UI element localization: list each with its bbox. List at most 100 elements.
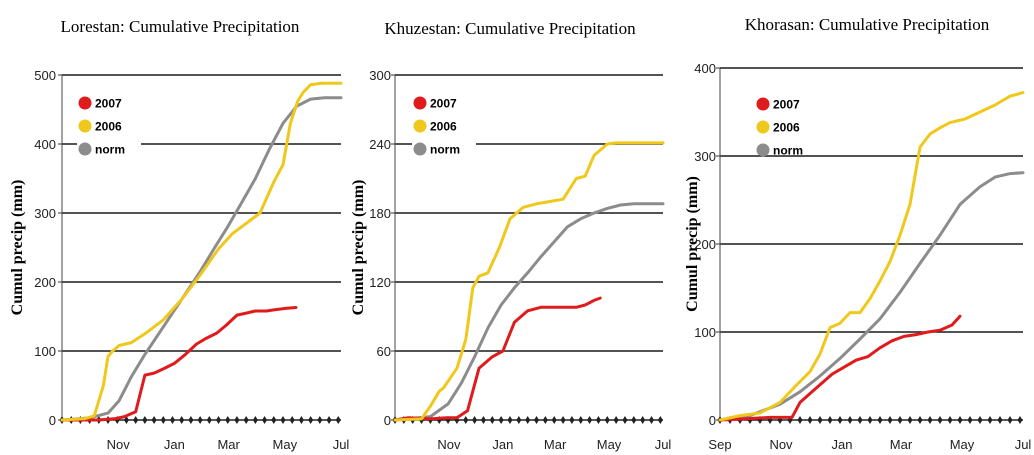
y-tick-label: 400 bbox=[694, 61, 716, 76]
baseline-marker bbox=[867, 416, 873, 424]
x-tick-label: Mar bbox=[890, 437, 913, 452]
baseline-marker bbox=[551, 416, 557, 424]
baseline-marker bbox=[927, 416, 933, 424]
baseline-marker bbox=[317, 416, 323, 424]
baseline-marker bbox=[578, 416, 584, 424]
x-tick-label: Jan bbox=[492, 437, 513, 452]
series-line-2006 bbox=[393, 141, 665, 422]
x-tick-label: Nov bbox=[107, 437, 131, 452]
baseline-marker bbox=[188, 416, 194, 424]
baseline-marker bbox=[937, 416, 943, 424]
y-tick-label: 200 bbox=[694, 237, 716, 252]
y-tick-label: 60 bbox=[377, 344, 391, 359]
baseline-marker bbox=[649, 416, 655, 424]
baseline-marker bbox=[847, 416, 853, 424]
legend-label: norm bbox=[95, 143, 125, 157]
legend-label: 2006 bbox=[773, 121, 800, 135]
baseline-marker bbox=[142, 416, 148, 424]
legend-label: 2006 bbox=[95, 120, 122, 134]
y-tick-label: 0 bbox=[384, 413, 391, 428]
x-tick-label: Jul bbox=[1015, 437, 1032, 452]
baseline-marker bbox=[326, 416, 332, 424]
baseline-marker bbox=[262, 416, 268, 424]
y-tick-label: 300 bbox=[694, 149, 716, 164]
baseline-marker bbox=[817, 416, 823, 424]
baseline-marker bbox=[463, 416, 469, 424]
baseline-marker bbox=[197, 416, 203, 424]
series-line-2007 bbox=[718, 314, 962, 422]
baseline-marker bbox=[472, 416, 478, 424]
baseline-marker bbox=[480, 416, 486, 424]
baseline-marker bbox=[252, 416, 258, 424]
series-line-norm bbox=[393, 202, 665, 422]
baseline-marker bbox=[216, 416, 222, 424]
baseline-marker bbox=[657, 416, 663, 424]
y-tick-label: 120 bbox=[369, 275, 391, 290]
baseline-marker bbox=[271, 416, 277, 424]
baseline-marker bbox=[179, 416, 185, 424]
baseline-marker bbox=[897, 416, 903, 424]
series-line-2007 bbox=[60, 306, 298, 422]
baseline-marker bbox=[280, 416, 286, 424]
legend-marker-2006 bbox=[413, 119, 427, 133]
baseline-marker bbox=[622, 416, 628, 424]
y-tick-label: 500 bbox=[34, 68, 56, 83]
x-tick-label: Jan bbox=[832, 437, 853, 452]
series-line-norm bbox=[718, 171, 1025, 422]
baseline-marker bbox=[947, 416, 953, 424]
baseline-marker bbox=[151, 416, 157, 424]
baseline-marker bbox=[595, 416, 601, 424]
y-axis-label: Cumul precip (mm) bbox=[9, 180, 26, 316]
legend-label: norm bbox=[430, 143, 460, 157]
legend-marker-2007 bbox=[756, 97, 770, 111]
baseline-marker bbox=[827, 416, 833, 424]
chart-title: Khorasan: Cumulative Precipitation bbox=[745, 15, 990, 34]
baseline-marker bbox=[516, 416, 522, 424]
x-tick-label: Nov bbox=[437, 437, 461, 452]
x-tick-label: Mar bbox=[544, 437, 567, 452]
baseline-marker bbox=[133, 416, 139, 424]
legend-marker-norm bbox=[78, 142, 92, 156]
baseline-marker bbox=[160, 416, 166, 424]
lorestan-chart-svg: Lorestan: Cumulative Precipitation Cumul … bbox=[9, 17, 349, 452]
y-tick-label: 300 bbox=[34, 206, 56, 221]
legend-marker-2006 bbox=[78, 119, 92, 133]
baseline-marker bbox=[234, 416, 240, 424]
y-tick-label: 100 bbox=[694, 325, 716, 340]
y-tick-label: 100 bbox=[34, 344, 56, 359]
legend-label: 2007 bbox=[95, 97, 122, 111]
baseline-marker bbox=[807, 416, 813, 424]
baseline-marker bbox=[987, 416, 993, 424]
y-tick-label: 180 bbox=[369, 206, 391, 221]
series-line-2007 bbox=[393, 296, 602, 422]
baseline-marker bbox=[298, 416, 304, 424]
baseline-marker bbox=[837, 416, 843, 424]
legend-marker-2006 bbox=[756, 120, 770, 134]
khuzestan-chart-panel: Khuzestan: Cumulative Precipitation Cumul… bbox=[345, 0, 685, 455]
legend-label: 2006 bbox=[430, 120, 457, 134]
baseline-marker bbox=[498, 416, 504, 424]
baseline-marker bbox=[525, 416, 531, 424]
y-axis-label: Cumul precip (mm) bbox=[684, 176, 701, 312]
y-axis-label: Cumul precip (mm) bbox=[350, 180, 367, 316]
y-tick-label: 0 bbox=[49, 413, 56, 428]
legend-marker-norm bbox=[756, 143, 770, 157]
baseline-marker bbox=[169, 416, 175, 424]
x-tick-label: Sep bbox=[708, 437, 731, 452]
baseline-marker bbox=[569, 416, 575, 424]
y-tick-label: 300 bbox=[369, 68, 391, 83]
legend-label: 2007 bbox=[430, 97, 457, 111]
baseline-marker bbox=[977, 416, 983, 424]
x-tick-label: May bbox=[950, 437, 975, 452]
legend-marker-norm bbox=[413, 142, 427, 156]
x-tick-label: May bbox=[597, 437, 622, 452]
y-tick-label: 0 bbox=[709, 413, 716, 428]
baseline-marker bbox=[797, 416, 803, 424]
baseline-marker bbox=[877, 416, 883, 424]
series-line-2006 bbox=[718, 91, 1025, 422]
baseline-marker bbox=[335, 416, 341, 424]
baseline-marker bbox=[857, 416, 863, 424]
x-tick-label: Jul bbox=[333, 437, 350, 452]
baseline-marker bbox=[1017, 416, 1023, 424]
x-tick-label: Jan bbox=[164, 437, 185, 452]
